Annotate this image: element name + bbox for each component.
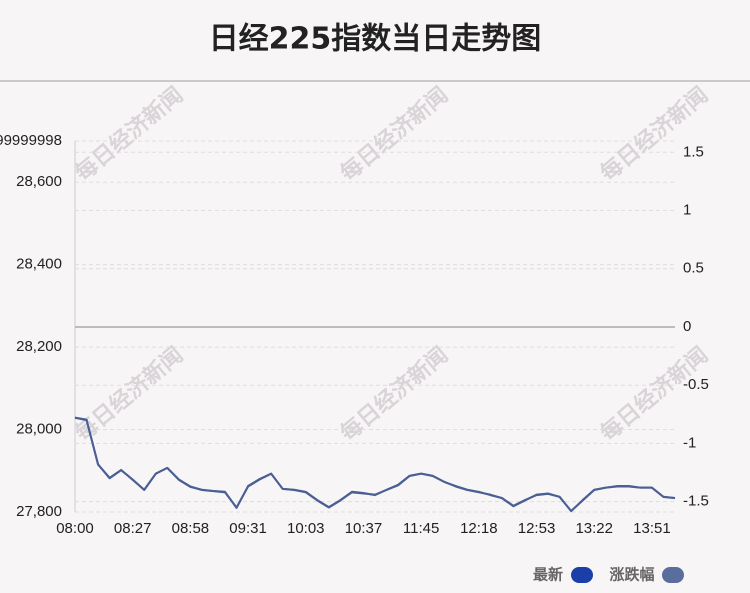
x-tick-label: 13:51: [633, 520, 671, 537]
watermark: 每日经济新闻: [335, 342, 453, 447]
y-tick-label: 28,200: [16, 338, 62, 355]
y2-tick-label: 1: [683, 201, 691, 218]
watermark: 每日经济新闻: [70, 342, 188, 447]
x-tick-label: 08:00: [56, 520, 94, 537]
y-tick-label: 27,800: [16, 503, 62, 520]
legend-swatch: [571, 567, 593, 583]
x-tick-label: 12:18: [460, 520, 498, 537]
x-tick-label: 10:03: [287, 520, 325, 537]
chart-title: 日经225指数当日走势图: [209, 22, 542, 57]
y2-tick-label: -1: [683, 434, 696, 451]
legend-swatch: [662, 567, 684, 583]
y-tick-label: 28,600: [16, 173, 62, 190]
watermark: 每日经济新闻: [595, 82, 713, 187]
legend-label: 最新: [533, 566, 563, 584]
y2-tick-label: 0: [683, 318, 691, 335]
legend-label: 涨跌幅: [609, 566, 654, 584]
watermark: 每日经济新闻: [70, 82, 188, 187]
watermark: 每日经济新闻: [335, 82, 453, 187]
watermark: 每日经济新闻: [595, 342, 713, 447]
y-tick-label: 28,000: [16, 421, 62, 438]
x-tick-label: 12:53: [518, 520, 556, 537]
x-tick-label: 10:37: [345, 520, 383, 537]
x-tick-label: 09:31: [229, 520, 267, 537]
y2-tick-label: 1.5: [683, 143, 704, 160]
y2-tick-label: -0.5: [683, 376, 709, 393]
y2-tick-label: 0.5: [683, 260, 704, 277]
y-tick-label: 28699.9999999998: [0, 132, 62, 149]
x-tick-label: 08:27: [114, 520, 152, 537]
y-tick-label: 28,400: [16, 256, 62, 273]
y2-tick-label: -1.5: [683, 493, 709, 510]
x-tick-label: 08:58: [172, 520, 210, 537]
x-tick-label: 13:22: [575, 520, 613, 537]
series-line: [74, 416, 676, 512]
x-tick-label: 11:45: [403, 520, 439, 537]
